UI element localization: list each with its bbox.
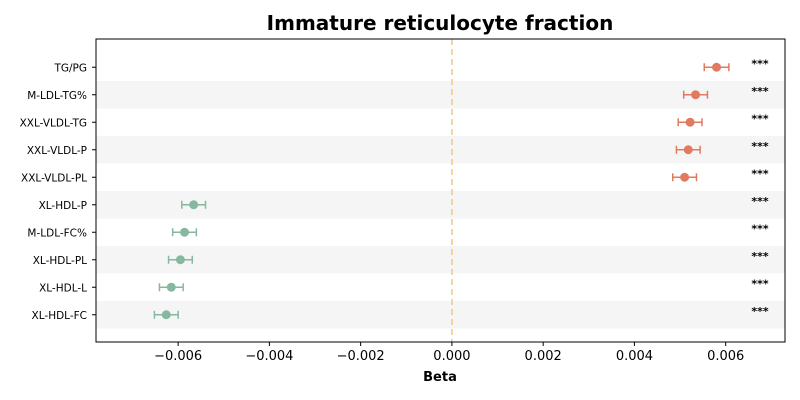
y-tick-label: XXL-VLDL-PL (21, 172, 87, 184)
y-tick-label: XXL-VLDL-TG (20, 117, 87, 129)
significance-label: *** (751, 277, 769, 290)
beta-point (166, 282, 176, 292)
row-band (96, 301, 785, 329)
row-band (96, 246, 785, 274)
data-marks (153, 62, 730, 320)
x-axis-label: Beta (423, 370, 457, 385)
x-tick-label: 0.006 (707, 349, 744, 364)
significance-label: *** (751, 112, 769, 125)
beta-point (180, 227, 190, 237)
x-tick-label: −0.004 (245, 349, 293, 364)
x-tick-label: 0.000 (433, 349, 470, 364)
y-tick-labels: TG/PG M-LDL-TG% XXL-VLDL-TG XXL-VLDL-P XXL-V… (20, 62, 96, 322)
beta-point (680, 172, 690, 182)
significance-label: *** (751, 250, 769, 263)
row-band (96, 81, 785, 109)
beta-point (685, 117, 695, 127)
significance-label: *** (751, 305, 769, 318)
row-band (96, 191, 785, 219)
y-tick-label: M-LDL-FC% (27, 227, 87, 239)
beta-point (712, 62, 722, 72)
row-bands (96, 81, 785, 329)
y-tick-label: XL-HDL-FC (32, 310, 87, 322)
chart-title: Immature reticulocyte fraction (267, 11, 614, 35)
y-tick-label: XL-HDL-P (39, 200, 87, 212)
beta-point (189, 200, 199, 210)
x-tick-label: −0.002 (337, 349, 385, 364)
x-tick-label: 0.004 (616, 349, 653, 364)
x-tick-label: −0.006 (154, 349, 202, 364)
beta-point (161, 310, 171, 320)
y-tick-label: XL-HDL-L (39, 282, 87, 294)
significance-labels: *** *** *** *** *** *** *** *** *** *** (751, 57, 769, 318)
significance-label: *** (751, 167, 769, 180)
significance-label: *** (751, 195, 769, 208)
x-axis-ticks: −0.006 −0.004 −0.002 0.000 0.002 0.004 0.006 (154, 342, 744, 364)
y-tick-label: XL-HDL-PL (33, 255, 87, 267)
significance-label: *** (751, 140, 769, 153)
beta-point (175, 255, 185, 265)
beta-point (683, 145, 693, 155)
significance-label: *** (751, 85, 769, 98)
row-band (96, 136, 785, 164)
significance-label: *** (751, 222, 769, 235)
y-tick-label: M-LDL-TG% (27, 90, 87, 102)
significance-label: *** (751, 57, 769, 70)
x-tick-label: 0.002 (525, 349, 562, 364)
y-tick-label: TG/PG (53, 62, 87, 74)
beta-point (691, 90, 701, 100)
plot-frame (95, 38, 786, 343)
y-tick-label: XXL-VLDL-P (27, 145, 87, 157)
